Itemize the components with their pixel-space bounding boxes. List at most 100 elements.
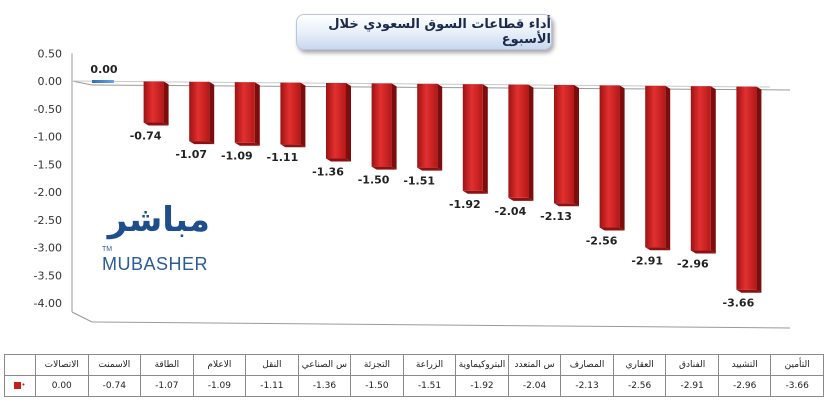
- bar: [143, 81, 164, 123]
- bar: [462, 84, 483, 191]
- table-header-cell: الاسمنت: [87, 354, 142, 376]
- bar-side: [300, 82, 306, 148]
- table-header-cell: التجزئة: [350, 354, 404, 376]
- bar-bottom: [280, 144, 306, 148]
- table-value-cell: -1.51: [402, 375, 457, 397]
- bar-side: [391, 83, 397, 170]
- bar-bottom: [326, 158, 351, 162]
- table-value-row: • 0.00 -0.74 -1.07 -1.09 -1.11 -1.36 -1.50 -1.51…: [4, 375, 824, 397]
- data-label: -2.91: [631, 254, 663, 267]
- bar-side: [254, 82, 260, 146]
- y-tick-label: -3.50: [34, 269, 62, 282]
- bar-side: [437, 83, 443, 171]
- table-header-cell: النقل: [245, 354, 299, 376]
- bar: [599, 85, 620, 228]
- y-tick-label: -1.00: [34, 131, 62, 144]
- bar: [417, 83, 438, 168]
- table-value-cell: -1.36: [297, 375, 352, 397]
- bar-side: [482, 84, 488, 194]
- table-header-cell: الزراعة: [402, 354, 457, 376]
- table-value-cell: -2.91: [665, 375, 719, 397]
- data-label: -3.66: [723, 297, 755, 310]
- data-label: -2.04: [495, 205, 527, 218]
- y-tick-label: -3.00: [34, 242, 62, 255]
- bar-bottom: [462, 190, 488, 194]
- y-tick-label: -1.50: [34, 158, 62, 171]
- bar-side: [619, 85, 625, 231]
- bar-bottom: [599, 227, 625, 231]
- table-corner-cell: [4, 354, 36, 376]
- bar: [645, 85, 666, 248]
- data-label: -1.92: [449, 198, 481, 211]
- table-header-cell: التشييد: [717, 354, 772, 376]
- bar-side: [163, 81, 169, 126]
- bar-side: [574, 85, 579, 207]
- bar-bottom: [143, 122, 169, 126]
- bar: [326, 83, 346, 159]
- logo-trademark: TM: [102, 246, 113, 253]
- table-header-cell: البتروكيماوية: [455, 354, 509, 376]
- bar: [736, 86, 757, 290]
- data-label: -1.11: [267, 151, 299, 164]
- table-header-row: الاتصالات الاسمنت الطاقة الاعلام النقل س الصن…: [4, 354, 824, 376]
- floor-edge-front: [91, 321, 791, 329]
- bar-bottom: [736, 289, 762, 293]
- data-label: -1.51: [403, 175, 435, 188]
- table-header-cell: الاتصالات: [35, 354, 89, 376]
- logo-latin-text: MUBASHER: [101, 254, 208, 274]
- table-value-cell: -1.07: [140, 375, 194, 397]
- bar-bottom: [508, 197, 534, 201]
- bar-side: [346, 83, 351, 162]
- zero-edge-left: [71, 80, 93, 86]
- bar: [189, 81, 210, 142]
- data-label: -2.56: [586, 234, 618, 247]
- bar: [554, 85, 574, 204]
- data-label: -1.09: [221, 150, 253, 163]
- data-label: 0.00: [90, 63, 117, 76]
- floor-edge-left: [71, 311, 93, 323]
- bar-side: [209, 81, 215, 145]
- bar-side: [710, 86, 716, 254]
- table-value-cell: -1.11: [245, 375, 299, 397]
- data-label: -1.07: [175, 148, 207, 161]
- data-table: الاتصالات الاسمنت الطاقة الاعلام النقل س الصن…: [4, 354, 824, 397]
- table-value-cell: -1.50: [350, 375, 404, 397]
- y-tick-label: -4.00: [34, 297, 62, 310]
- bar-chart: 0.50 0.00 -0.50 -1.00 -1.50 -2.00 -2.50 -3.00 -3…: [34, 47, 791, 329]
- table-header-cell: المصارف: [560, 354, 614, 376]
- table-value-cell: -0.74: [87, 375, 142, 397]
- y-tick-label: -2.00: [34, 186, 62, 199]
- y-tick-label: -0.50: [34, 103, 62, 116]
- bar-side: [528, 84, 534, 201]
- bar-side: [665, 85, 671, 251]
- legend-swatch: [14, 382, 22, 389]
- bar-bottom: [417, 167, 443, 171]
- data-label: -0.74: [130, 129, 162, 142]
- y-tick-labels: 0.50 0.00 -0.50 -1.00 -1.50 -2.00 -2.50 -3.00 -3…: [34, 47, 62, 310]
- data-label: -1.36: [312, 165, 344, 178]
- bar-bottom: [645, 247, 671, 251]
- legend-key-cell: •: [4, 375, 36, 397]
- bar-bottom: [371, 166, 397, 170]
- chart-title: أداء قطاعات السوق السعودي خلال الأسبوع: [296, 14, 552, 50]
- bar-bottom: [554, 203, 579, 207]
- table-header-cell: س الصناعي: [297, 354, 352, 376]
- bars: [92, 80, 762, 293]
- bar-bottom: [234, 142, 260, 146]
- bar: [92, 80, 114, 83]
- legend-marker: •: [21, 381, 26, 389]
- data-label: -2.13: [540, 210, 572, 223]
- bar: [234, 82, 255, 143]
- table-value-cell: -1.92: [455, 375, 509, 397]
- data-label: -1.50: [358, 174, 390, 187]
- data-label: -2.96: [677, 257, 709, 270]
- bar-side: [756, 86, 762, 293]
- y-tick-label: -2.50: [34, 214, 62, 227]
- y-tick-label: 0.50: [38, 47, 63, 60]
- table-header-cell: الاعلام: [192, 354, 247, 376]
- table-value-cell: -2.56: [612, 375, 667, 397]
- table-value-cell: 0.00: [35, 375, 89, 397]
- y-tick-label: 0.00: [38, 75, 63, 88]
- table-header-cell: العقاري: [612, 354, 667, 376]
- bar: [371, 83, 392, 167]
